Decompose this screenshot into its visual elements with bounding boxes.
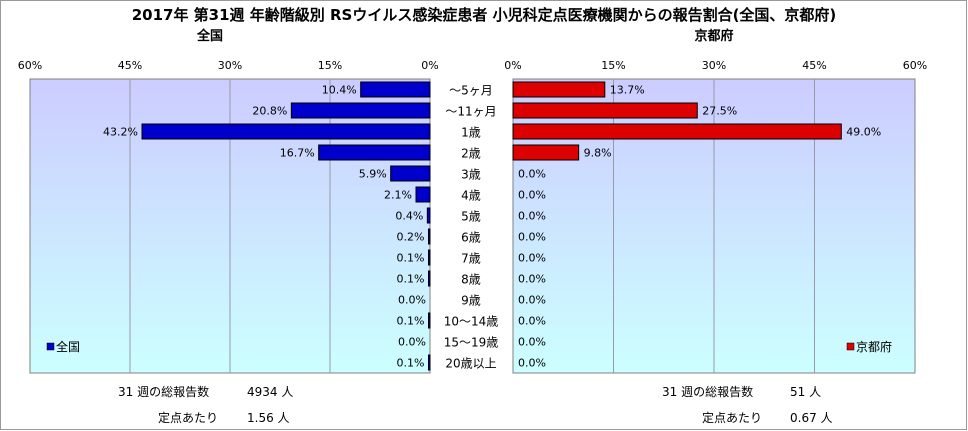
tick-label-right: 60%: [903, 59, 927, 72]
data-label-right: 0.0%: [518, 273, 546, 286]
left-total-label: 31 週の総報告数: [118, 385, 210, 399]
bar-right: [512, 144, 580, 161]
category-label: 7歳: [461, 252, 481, 266]
data-label-right: 0.0%: [518, 210, 546, 223]
bar-right: [512, 123, 842, 140]
category-label: 2歳: [461, 147, 481, 161]
data-label-right: 0.0%: [518, 315, 546, 328]
bar-right: [512, 102, 698, 119]
data-label-left: 0.1%: [397, 252, 425, 265]
bar-left: [360, 81, 431, 98]
bar-left: [428, 354, 431, 371]
data-label-left: 43.2%: [103, 126, 138, 139]
bar-left: [415, 186, 431, 203]
data-label-left: 20.8%: [252, 105, 287, 118]
bar-left: [390, 165, 431, 182]
bar-left: [428, 228, 431, 245]
data-label-right: 0.0%: [518, 231, 546, 244]
legend-label-left: 全国: [56, 339, 80, 354]
data-label-right: 27.5%: [702, 105, 737, 118]
data-label-left: 0.2%: [397, 231, 425, 244]
right-per-label: 定点あたり: [702, 411, 763, 425]
category-label: 4歳: [461, 189, 481, 203]
bar-left: [290, 102, 431, 119]
category-label: ～11ヶ月: [445, 105, 496, 119]
category-label: 5歳: [461, 210, 481, 224]
data-label-right: 0.0%: [518, 357, 546, 370]
category-label: 6歳: [461, 231, 481, 245]
bar-left: [318, 144, 431, 161]
bar-left: [428, 312, 431, 329]
data-label-left: 0.1%: [397, 273, 425, 286]
tick-label-right: 30%: [702, 59, 726, 72]
tick-label-left: 30%: [218, 59, 242, 72]
right-total-value: 51 人: [790, 385, 822, 399]
tick-label-left: 45%: [118, 59, 142, 72]
data-label-right: 0.0%: [518, 168, 546, 181]
bar-left: [428, 270, 431, 287]
legend-label-right: 京都府: [856, 339, 892, 354]
bar-right: [512, 81, 606, 98]
data-label-left: 2.1%: [384, 189, 412, 202]
legend-swatch-left: [46, 342, 55, 351]
data-label-right: 0.0%: [518, 252, 546, 265]
data-label-left: 0.4%: [395, 210, 423, 223]
legend-swatch-right: [846, 342, 855, 351]
category-label: 20歳以上: [445, 357, 496, 371]
bar-left: [141, 123, 431, 140]
tick-label-left: 60%: [18, 59, 42, 72]
bar-left: [426, 207, 431, 224]
category-label: 1歳: [461, 126, 481, 140]
data-label-right: 0.0%: [518, 189, 546, 202]
category-label: 8歳: [461, 273, 481, 287]
right-total-label: 31 週の総報告数: [662, 385, 754, 399]
bar-left: [428, 249, 431, 266]
chart-title: 2017年 第31週 年齢階級別 RSウイルス感染症患者 小児科定点医療機関から…: [132, 6, 837, 24]
data-label-left: 0.1%: [397, 315, 425, 328]
tick-label-right: 15%: [601, 59, 625, 72]
data-label-right: 0.0%: [518, 294, 546, 307]
tick-label-left: 15%: [318, 59, 342, 72]
tick-label-right: 45%: [802, 59, 826, 72]
data-label-left: 0.0%: [398, 294, 426, 307]
data-label-left: 5.9%: [359, 168, 387, 181]
category-label: ～5ヶ月: [449, 84, 493, 98]
tick-label-right: 0%: [504, 59, 521, 72]
data-label-right: 9.8%: [584, 147, 612, 160]
category-label: 10～14歳: [444, 315, 499, 329]
data-label-left: 16.7%: [280, 147, 315, 160]
category-label: 3歳: [461, 168, 481, 182]
category-label: 9歳: [461, 294, 481, 308]
panel-title-right: 京都府: [694, 28, 733, 44]
right-per-value: 0.67 人: [790, 411, 833, 425]
data-label-left: 10.4%: [322, 84, 357, 97]
tick-label-left: 0%: [421, 59, 438, 72]
data-label-right: 49.0%: [846, 126, 881, 139]
data-label-right: 0.0%: [518, 336, 546, 349]
data-label-left: 0.0%: [398, 336, 426, 349]
left-per-value: 1.56 人: [247, 411, 290, 425]
data-label-left: 0.1%: [397, 357, 425, 370]
data-label-right: 13.7%: [610, 84, 645, 97]
left-per-label: 定点あたり: [158, 411, 219, 425]
left-total-value: 4934 人: [247, 385, 294, 399]
panel-title-left: 全国: [196, 28, 223, 44]
category-label: 15～19歳: [444, 336, 499, 350]
